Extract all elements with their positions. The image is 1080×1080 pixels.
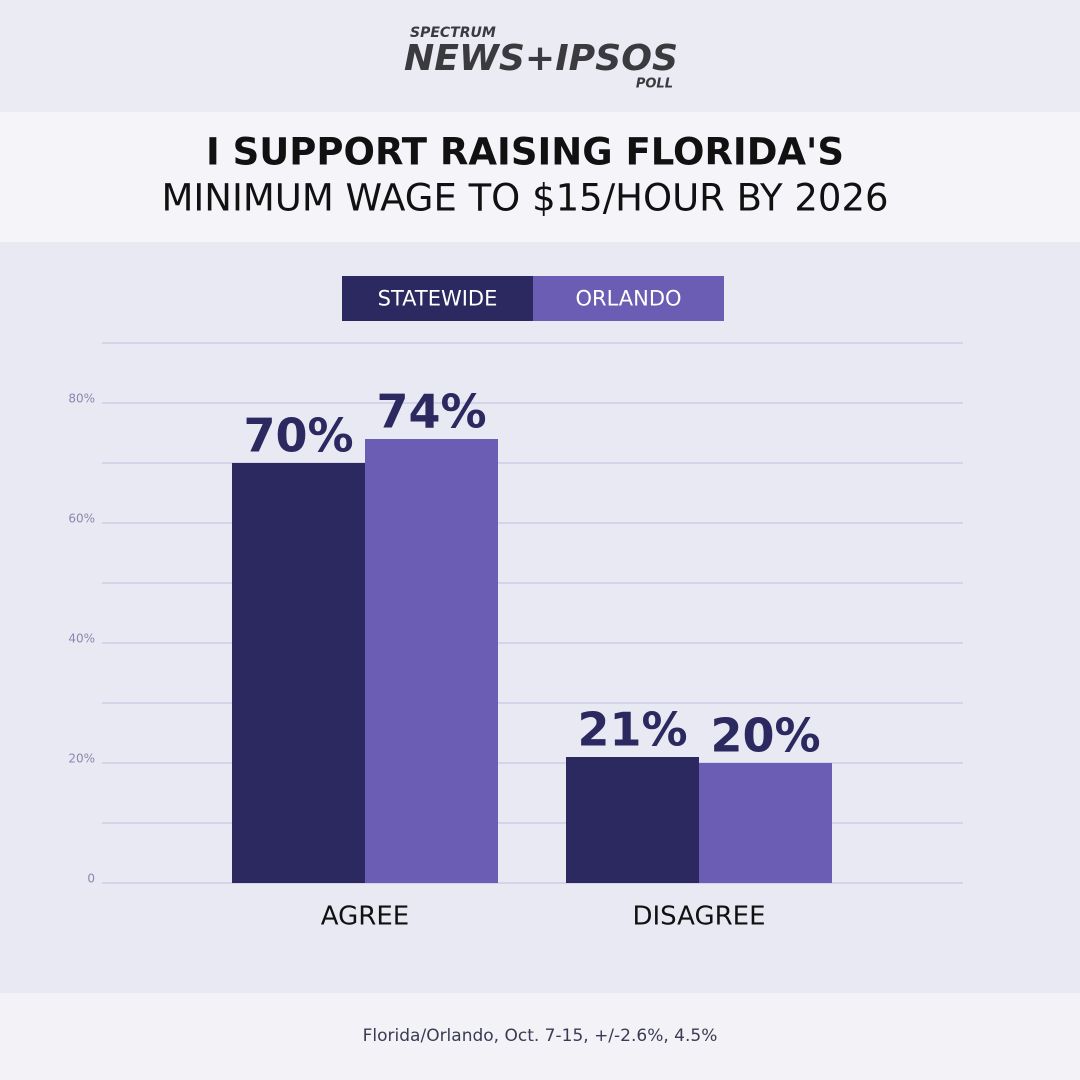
bar — [699, 763, 832, 883]
value-label: 70% — [243, 409, 353, 463]
header-band — [0, 0, 1080, 112]
legend-label: STATEWIDE — [378, 287, 498, 311]
x-tick-label: AGREE — [321, 902, 409, 932]
title-line: MINIMUM WAGE TO $15/HOUR BY 2026 — [161, 177, 888, 220]
y-tick-label: 80% — [68, 392, 95, 406]
value-label: 21% — [577, 703, 687, 757]
title-line: I SUPPORT RAISING FLORIDA'S — [206, 131, 844, 174]
legend-swatch — [342, 276, 533, 321]
y-tick-label: 20% — [68, 752, 95, 766]
value-label: 74% — [376, 385, 486, 439]
bar — [232, 463, 365, 883]
legend-swatch — [533, 276, 724, 321]
title-band — [0, 112, 1080, 242]
bar — [365, 439, 498, 883]
value-label: 20% — [710, 709, 820, 763]
footer-band — [0, 993, 1080, 1080]
logo-top: SPECTRUM — [410, 25, 496, 41]
bar — [566, 757, 699, 883]
legend-label: ORLANDO — [575, 287, 681, 311]
logo-main: NEWS+IPSOS — [404, 38, 678, 79]
y-tick-label: 60% — [68, 512, 95, 526]
y-tick-label: 40% — [68, 632, 95, 646]
footnote: Florida/Orlando, Oct. 7-15, +/-2.6%, 4.5… — [363, 1026, 718, 1046]
x-tick-label: DISAGREE — [632, 902, 765, 932]
logo-bottom: POLL — [636, 77, 673, 92]
y-tick-label: 0 — [87, 872, 95, 886]
